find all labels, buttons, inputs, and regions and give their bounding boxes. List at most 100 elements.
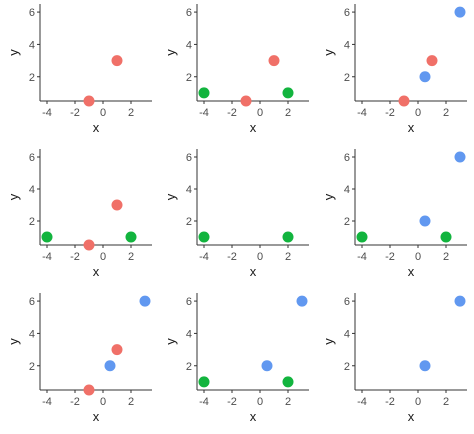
x-tick-label: 2 (285, 107, 291, 119)
panel-6: -4 -2 0 2 2 4 6 x y (321, 149, 467, 279)
y-tick-label: 6 (29, 296, 35, 308)
x-tick-label: -2 (227, 251, 237, 263)
x-axis-title: x (408, 264, 415, 279)
x-tick-label: 2 (285, 251, 291, 263)
x-tick-label: -4 (42, 396, 52, 408)
y-axis-title: y (163, 49, 178, 56)
panel-4: -4 -2 0 2 2 4 6 x y (6, 149, 152, 279)
x-tick-label: 0 (257, 396, 263, 408)
data-point-blue (454, 6, 466, 18)
y-tick-label: 4 (29, 328, 35, 340)
y-tick-label: 4 (29, 184, 35, 196)
y-tick-label: 2 (344, 72, 350, 84)
y-axis-title: y (163, 338, 178, 345)
data-point-red (111, 55, 123, 67)
data-point-blue (104, 360, 116, 372)
x-axis-title: x (250, 409, 257, 424)
x-tick-label: -4 (199, 251, 209, 263)
x-tick-label: 0 (100, 251, 106, 263)
x-tick-label: -2 (385, 396, 395, 408)
x-tick-label: -2 (227, 396, 237, 408)
y-tick-label: 2 (186, 72, 192, 84)
data-point-red (83, 95, 95, 107)
panel-3: -4 -2 0 2 2 4 6 x y (321, 4, 467, 135)
y-axis-title: y (321, 49, 336, 56)
x-tick-label: -2 (70, 251, 80, 263)
x-tick-label: 0 (100, 396, 106, 408)
y-tick-label: 6 (344, 7, 350, 19)
y-tick-label: 6 (344, 296, 350, 308)
x-axis-title: x (93, 120, 100, 135)
x-axis-title: x (93, 264, 100, 279)
y-axis-title: y (163, 193, 178, 200)
data-point-blue (454, 151, 466, 163)
data-point-red (240, 95, 252, 107)
y-tick-label: 4 (186, 328, 192, 340)
x-tick-label: -4 (199, 107, 209, 119)
x-tick-label: 0 (415, 251, 421, 263)
y-tick-label: 2 (186, 216, 192, 228)
x-tick-label: -4 (357, 251, 367, 263)
y-tick-label: 2 (29, 216, 35, 228)
data-point-green (282, 231, 294, 243)
data-point-blue (296, 295, 308, 307)
data-point-green (440, 231, 452, 243)
y-tick-label: 6 (186, 7, 192, 19)
x-tick-label: -4 (42, 107, 52, 119)
data-point-blue (419, 215, 431, 227)
y-tick-label: 6 (186, 296, 192, 308)
x-axis-title: x (250, 264, 257, 279)
data-point-green (41, 231, 53, 243)
x-tick-label: 0 (415, 396, 421, 408)
data-point-red (111, 199, 123, 211)
panel-5: -4 -2 0 2 2 4 6 x y (163, 149, 309, 279)
y-axis-title: y (6, 338, 21, 345)
y-tick-label: 6 (186, 152, 192, 164)
y-tick-label: 6 (29, 152, 35, 164)
panel-7: -4 -2 0 2 2 4 6 x y (6, 293, 152, 424)
x-tick-label: -2 (385, 251, 395, 263)
y-tick-label: 2 (344, 216, 350, 228)
x-axis-title: x (93, 409, 100, 424)
x-tick-label: 2 (285, 396, 291, 408)
data-point-red (111, 344, 123, 356)
x-tick-label: 2 (443, 251, 449, 263)
x-tick-label: -4 (42, 251, 52, 263)
y-tick-label: 2 (186, 361, 192, 373)
x-tick-label: -4 (199, 396, 209, 408)
x-tick-label: 2 (443, 396, 449, 408)
x-tick-label: -4 (357, 107, 367, 119)
y-tick-label: 4 (344, 328, 350, 340)
y-tick-label: 4 (344, 39, 350, 51)
data-point-red (426, 55, 438, 67)
x-tick-label: 2 (128, 396, 134, 408)
y-axis-title: y (6, 193, 21, 200)
y-tick-label: 6 (344, 152, 350, 164)
panel-9: -4 -2 0 2 2 4 6 x y (321, 293, 467, 424)
panel-8: -4 -2 0 2 2 4 6 x y (163, 293, 309, 424)
x-axis-title: x (250, 120, 257, 135)
panel-1: -4 -2 0 2 2 4 6 x y (6, 4, 152, 135)
x-tick-label: -2 (70, 107, 80, 119)
data-point-blue (419, 71, 431, 83)
x-tick-label: -2 (227, 107, 237, 119)
x-tick-label: -2 (70, 396, 80, 408)
y-axis-title: y (321, 193, 336, 200)
y-tick-label: 2 (29, 72, 35, 84)
data-point-green (198, 376, 210, 388)
data-point-green (356, 231, 368, 243)
data-point-red (83, 239, 95, 251)
x-tick-label: 0 (415, 107, 421, 119)
x-tick-label: 0 (257, 107, 263, 119)
y-axis-title: y (6, 49, 21, 56)
x-axis-title: x (408, 120, 415, 135)
y-tick-label: 2 (344, 361, 350, 373)
data-point-red (268, 55, 280, 67)
y-tick-label: 4 (344, 184, 350, 196)
y-tick-label: 4 (29, 39, 35, 51)
x-tick-label: 2 (443, 107, 449, 119)
data-point-green (282, 87, 294, 99)
x-tick-label: 0 (257, 251, 263, 263)
